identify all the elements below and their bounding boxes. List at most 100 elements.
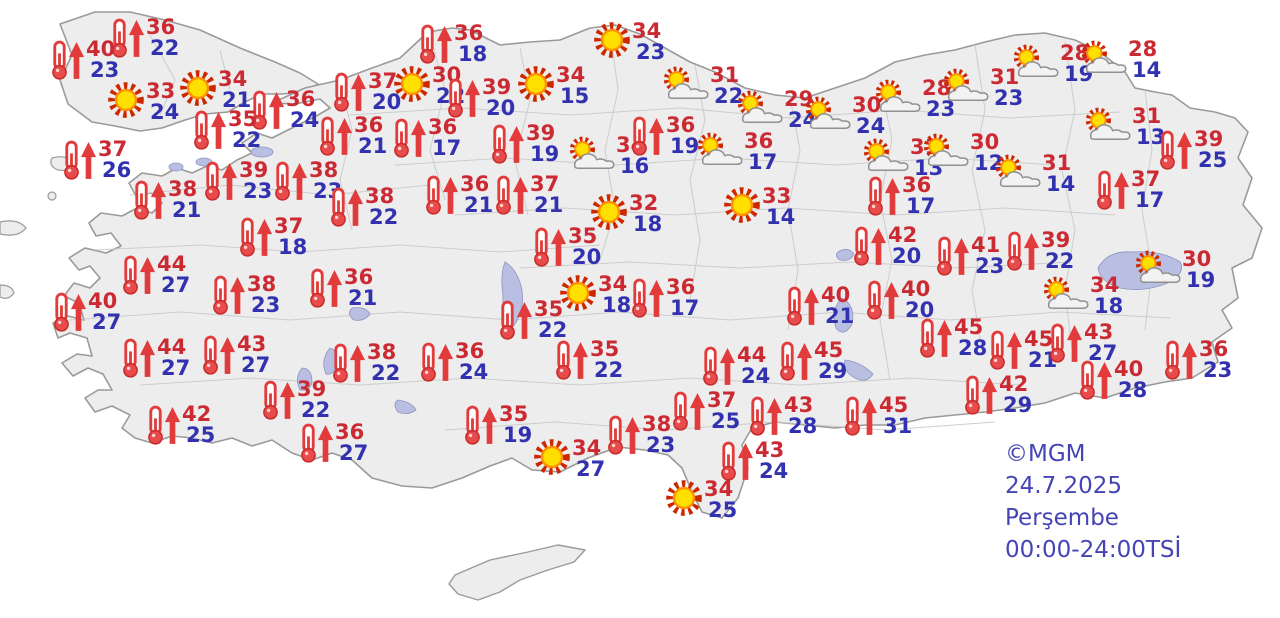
weather-point: 34 15 — [517, 65, 589, 107]
high-temp: 36 — [460, 172, 490, 196]
high-temp: 45 — [954, 315, 984, 339]
high-temp: 39 — [1194, 127, 1224, 151]
thermometer-up-icon — [1165, 340, 1198, 380]
temperature-pair: 35 22 — [228, 109, 261, 151]
weather-point: 45 29 — [779, 340, 847, 382]
temperature-pair: 45 31 — [879, 395, 912, 437]
low-temp: 20 — [572, 245, 602, 269]
cloud-part — [867, 155, 909, 172]
sun-icon — [724, 187, 760, 223]
sun-cloud-icon — [569, 136, 615, 170]
sun-cloud-icon — [943, 68, 989, 102]
weather-point: 39 25 — [1159, 129, 1227, 171]
weather-point: 34 18 — [559, 274, 631, 316]
low-temp: 31 — [883, 414, 913, 438]
high-temp: 40 — [88, 289, 118, 313]
temperature-pair: 41 23 — [971, 235, 1004, 277]
weather-point: 31 23 — [939, 67, 1023, 109]
thermometer-up-icon — [123, 338, 156, 378]
low-temp: 12 — [974, 151, 1004, 175]
low-temp: 25 — [186, 423, 216, 447]
low-temp: 21 — [464, 193, 494, 217]
temperature-pair: 39 22 — [297, 379, 330, 421]
low-temp: 25 — [708, 498, 738, 522]
temperature-pair: 34 21 — [218, 69, 251, 111]
thermometer-up-icon — [787, 286, 820, 326]
low-temp: 15 — [560, 84, 590, 108]
weather-point: 39 23 — [204, 160, 272, 202]
thermometer-up-icon — [868, 176, 901, 216]
high-temp: 45 — [814, 338, 844, 362]
temperature-pair: 38 21 — [168, 179, 201, 221]
sun-part — [875, 79, 901, 105]
temperature-pair: 38 23 — [247, 274, 280, 316]
sun-part — [1135, 250, 1161, 276]
high-temp: 45 — [1024, 327, 1054, 351]
low-temp: 22 — [150, 36, 180, 60]
low-temp: 14 — [1046, 172, 1076, 196]
temperature-pair: 36 27 — [335, 422, 368, 464]
low-temp: 27 — [161, 356, 191, 380]
temperature-pair: 42 20 — [888, 225, 921, 267]
thermometer-up-icon — [1007, 231, 1040, 271]
lake-manyas — [168, 162, 184, 172]
weather-point: 32 18 — [590, 193, 662, 235]
weather-point: 33 14 — [723, 186, 795, 228]
temperature-pair: 34 18 — [598, 274, 631, 316]
high-temp: 39 — [1041, 228, 1071, 252]
weather-point: 44 27 — [122, 337, 190, 379]
weather-point: 35 22 — [499, 299, 567, 341]
temperature-pair: 37 17 — [1131, 169, 1164, 211]
low-temp: 18 — [602, 293, 632, 317]
temperature-pair: 37 26 — [98, 139, 131, 181]
temperature-pair: 39 19 — [526, 123, 559, 165]
low-temp: 22 — [301, 398, 331, 422]
time-range-label: 00:00-24:00TSİ — [1005, 537, 1182, 563]
temperature-pair: 34 27 — [572, 438, 605, 480]
temperature-pair: 30 24 — [852, 95, 885, 137]
low-temp: 21 — [534, 193, 564, 217]
weather-point: 38 21 — [133, 179, 201, 221]
low-temp: 21 — [172, 198, 202, 222]
weather-point: 37 20 — [333, 71, 401, 113]
temperature-pair: 40 28 — [1114, 359, 1147, 401]
temperature-pair: 28 14 — [1128, 39, 1161, 81]
temperature-pair: 44 24 — [737, 345, 770, 387]
temperature-pair: 43 24 — [755, 440, 788, 482]
high-temp: 28 — [1060, 41, 1090, 65]
sun-icon — [394, 66, 430, 102]
weather-point: 33 24 — [107, 81, 179, 123]
weather-point: 38 23 — [212, 274, 280, 316]
sun-cloud-icon — [1135, 250, 1181, 284]
low-temp: 23 — [636, 40, 666, 64]
high-temp: 40 — [86, 37, 116, 61]
low-temp: 19 — [530, 142, 560, 166]
thermometer-up-icon — [632, 116, 665, 156]
thermometer-up-icon — [213, 275, 246, 315]
low-temp: 21 — [358, 134, 388, 158]
weather-point: 45 31 — [844, 395, 912, 437]
high-temp: 38 — [168, 177, 198, 201]
low-temp: 21 — [825, 304, 855, 328]
weather-point: 43 24 — [720, 440, 788, 482]
lake-iznik — [250, 146, 274, 158]
thermometer-up-icon — [500, 300, 533, 340]
high-temp: 37 — [274, 214, 304, 238]
temperature-pair: 43 28 — [784, 395, 817, 437]
sun-cloud-icon — [1043, 276, 1089, 310]
low-temp: 28 — [1118, 378, 1148, 402]
weather-point: 36 17 — [393, 117, 461, 159]
temperature-pair: 36 17 — [902, 175, 935, 217]
low-temp: 19 — [1186, 268, 1216, 292]
weather-point: 42 25 — [147, 404, 215, 446]
thermometer-up-icon — [448, 78, 481, 118]
high-temp: 32 — [629, 191, 659, 215]
high-temp: 37 — [707, 388, 737, 412]
thermometer-up-icon — [334, 72, 367, 112]
temperature-pair: 42 25 — [182, 404, 215, 446]
low-temp: 25 — [711, 409, 741, 433]
low-temp: 24 — [150, 100, 180, 124]
temperature-pair: 35 20 — [568, 226, 601, 268]
high-temp: 44 — [737, 343, 767, 367]
